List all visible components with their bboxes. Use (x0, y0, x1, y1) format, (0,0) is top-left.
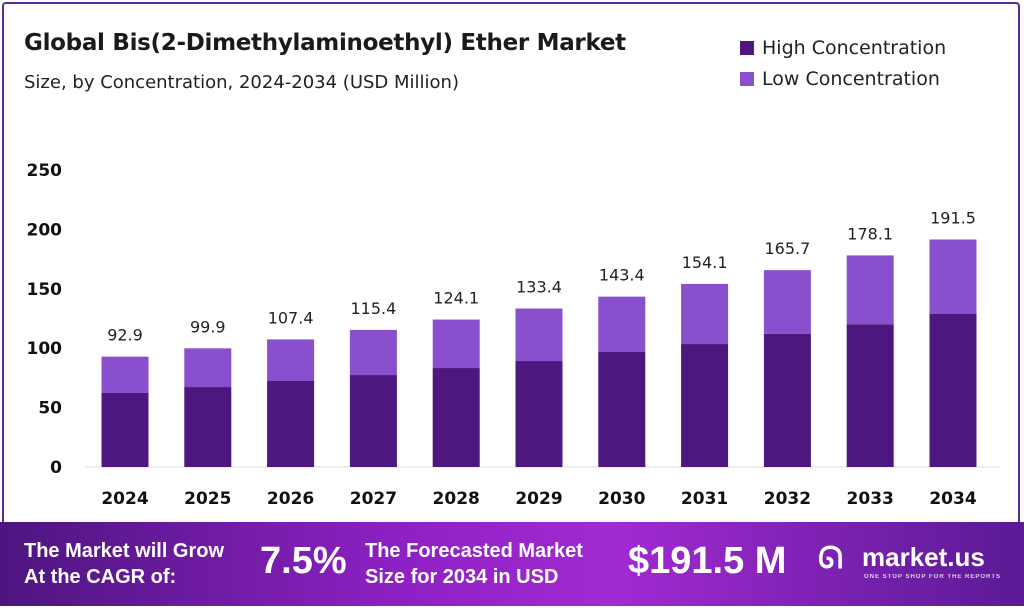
chart-title: Global Bis(2-Dimethylaminoethyl) Ether M… (24, 30, 626, 56)
bar-high-2028 (432, 368, 480, 467)
cagr-label: The Market will Grow At the CAGR of: (24, 540, 225, 588)
bar-high-2032 (763, 333, 811, 467)
x-tick-label: 2034 (929, 489, 976, 509)
data-label: 115.4 (350, 299, 396, 318)
x-tick-label: 2030 (598, 489, 645, 509)
logo-tagline: ONE STOP SHOP FOR THE REPORTS (864, 574, 1002, 580)
data-label: 133.4 (516, 278, 562, 297)
y-tick-label: 250 (27, 161, 63, 181)
bar-high-2031 (681, 344, 729, 467)
bar-low-2026 (267, 339, 315, 381)
logo-icon: ᘏ (818, 542, 843, 575)
bar-low-2030 (598, 296, 646, 353)
legend-item-low: Low Concentration (740, 63, 946, 94)
x-tick-label: 2027 (350, 489, 397, 509)
data-label: 99.9 (190, 317, 226, 336)
bar-low-2027 (349, 329, 397, 376)
bar-high-2024 (101, 392, 149, 467)
x-tick-label: 2028 (433, 489, 480, 509)
legend-label-high: High Concentration (762, 36, 947, 59)
chart-subtitle: Size, by Concentration, 2024-2034 (USD M… (24, 72, 459, 93)
bar-high-2033 (846, 324, 894, 467)
y-tick-label: 200 (27, 220, 63, 240)
bar-low-2034 (929, 239, 977, 314)
data-label: 154.1 (682, 253, 728, 272)
y-tick-label: 50 (38, 399, 62, 419)
bar-low-2024 (101, 356, 149, 393)
x-tick-label: 2025 (184, 489, 231, 509)
data-label: 191.5 (930, 208, 976, 227)
x-tick-label: 2026 (267, 489, 314, 509)
bar-high-2034 (929, 313, 977, 467)
bar-high-2025 (184, 387, 232, 467)
x-tick-label: 2029 (515, 489, 562, 509)
chart-frame (2, 2, 1020, 522)
x-tick-label: 2032 (764, 489, 811, 509)
bar-low-2028 (432, 319, 480, 369)
bar-high-2030 (598, 352, 646, 467)
data-label: 92.9 (107, 326, 143, 345)
data-label: 178.1 (847, 224, 893, 243)
y-tick-label: 150 (27, 280, 63, 300)
bar-high-2027 (349, 375, 397, 467)
bar-chart: 0 50 100 150 200 250 92.9 2024 99.9 2025 107.4 2026… (27, 161, 1000, 509)
legend-swatch-low (740, 71, 754, 86)
forecast-label: The Forecasted Market Size for 2034 in US… (365, 540, 583, 588)
x-tick-label: 2033 (847, 489, 894, 509)
legend-swatch-high (740, 40, 754, 55)
cagr-value: 7.5% (260, 540, 347, 582)
bar-high-2026 (267, 380, 315, 467)
footer-banner: The Market will Grow At the CAGR of: 7.5%… (0, 522, 1024, 606)
y-tick-label: 0 (50, 458, 62, 478)
bar-high-2029 (515, 361, 563, 467)
legend-label-low: Low Concentration (762, 67, 940, 90)
bar-low-2033 (846, 255, 894, 325)
bar-low-2025 (184, 348, 232, 388)
bar-low-2031 (681, 283, 729, 345)
data-label: 107.4 (268, 308, 314, 327)
x-tick-label: 2024 (101, 489, 148, 509)
legend-item-high: High Concentration (740, 32, 946, 63)
bar-low-2029 (515, 308, 563, 362)
data-label: 143.4 (599, 266, 645, 285)
x-tick-label: 2031 (681, 489, 728, 509)
data-label: 165.7 (764, 239, 810, 258)
data-label: 124.1 (433, 289, 479, 308)
forecast-value: $191.5 M (628, 540, 787, 582)
legend: High Concentration Low Concentration (740, 32, 946, 94)
y-tick-label: 100 (27, 339, 63, 359)
bar-low-2032 (763, 270, 811, 334)
logo-text: market.us (862, 542, 985, 572)
